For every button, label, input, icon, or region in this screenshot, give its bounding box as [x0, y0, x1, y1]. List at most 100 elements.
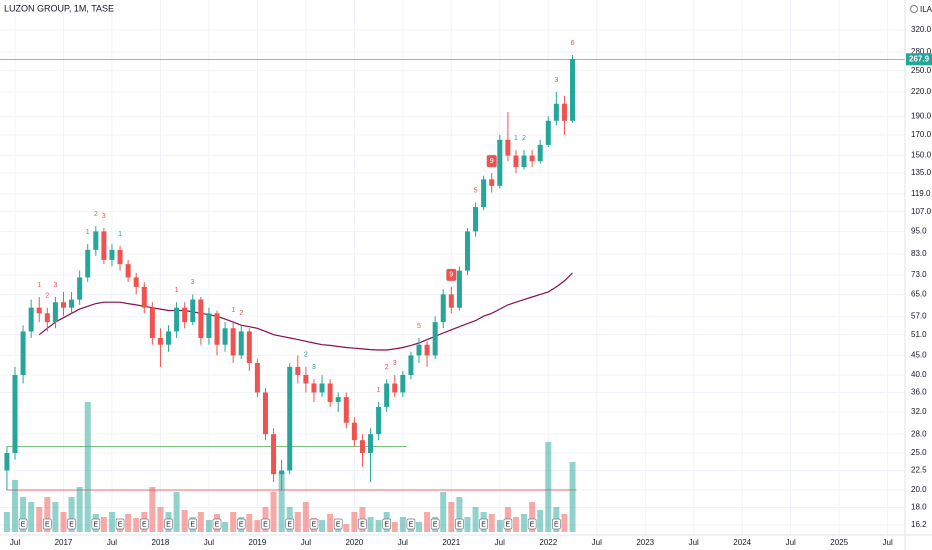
candle-body	[36, 307, 42, 314]
candle-body	[287, 366, 293, 471]
volume-bar	[270, 492, 277, 532]
candle-body	[93, 231, 99, 250]
volume-bar	[561, 514, 568, 532]
candle-body	[489, 179, 495, 186]
annotation-box	[486, 155, 497, 168]
volume-bar	[173, 492, 180, 532]
candle-body	[295, 366, 301, 375]
volume-bar	[456, 497, 463, 532]
earnings-marker	[455, 518, 464, 530]
volume-bar	[246, 514, 253, 532]
annotation: 3	[554, 77, 558, 84]
earnings-label: E	[45, 521, 50, 528]
x-tick-label: 2024	[733, 538, 751, 547]
candle-body	[473, 207, 479, 232]
annotation: 5	[474, 187, 478, 194]
annotation: 6	[571, 40, 575, 47]
volume-bar	[521, 514, 528, 532]
candle-body	[60, 302, 66, 308]
x-tick-label: Jul	[786, 538, 796, 547]
earnings-marker	[503, 518, 513, 530]
candle-body	[384, 383, 390, 407]
earnings-label: E	[312, 521, 317, 528]
annotation: 3	[191, 279, 195, 286]
candle-body	[513, 155, 519, 168]
earnings-label: E	[336, 521, 341, 528]
search-icon[interactable]	[910, 5, 918, 13]
annotation: 1	[231, 307, 235, 314]
candle-body	[408, 355, 414, 375]
volume-bar	[367, 517, 374, 532]
volume-bar	[496, 520, 503, 532]
volume-bar	[181, 510, 188, 532]
earnings-label: E	[166, 521, 171, 528]
candle-body	[279, 470, 285, 475]
earnings-label: E	[215, 521, 220, 528]
y-tick-label: 320.0	[911, 25, 932, 34]
price-box	[906, 53, 932, 66]
x-tick-label: 2022	[539, 538, 557, 547]
candle-body	[359, 440, 365, 453]
candle-body	[521, 155, 527, 168]
earnings-label: E	[287, 521, 292, 528]
volume-bar	[529, 502, 536, 532]
volume-bar	[416, 522, 422, 532]
candle-body	[481, 179, 487, 208]
x-tick-label: Jul	[592, 538, 602, 547]
earnings-marker	[430, 518, 440, 530]
candle-body	[424, 344, 430, 356]
candle-body	[537, 144, 543, 162]
earnings-marker	[406, 518, 416, 530]
volume-bar	[424, 512, 431, 532]
candle-body	[351, 422, 357, 441]
volume-bar	[537, 510, 544, 532]
volume-bar	[3, 512, 10, 532]
earnings-label: E	[433, 521, 438, 528]
volume-bar	[512, 517, 519, 532]
earnings-marker	[261, 518, 270, 530]
x-tick-label: 2023	[636, 538, 654, 547]
candle-body	[343, 397, 349, 423]
volume-bar	[20, 497, 27, 532]
candle-body	[497, 139, 503, 186]
y-tick-label: 83.0	[911, 249, 927, 258]
annotation-box	[446, 268, 457, 281]
annotation: 5	[417, 323, 421, 330]
x-tick-label: 2021	[442, 538, 460, 547]
y-tick-label: 25.0	[911, 448, 927, 457]
volume-bar	[278, 472, 285, 532]
y-tick-label: 135.0	[911, 168, 932, 177]
candle-body	[109, 249, 115, 260]
earnings-marker	[236, 518, 246, 530]
candle-body	[149, 307, 155, 338]
volume-bar	[44, 497, 51, 532]
annotation: 1	[37, 282, 41, 289]
volume-bar	[343, 524, 350, 532]
earnings-marker	[18, 518, 28, 530]
candle-body	[311, 383, 317, 393]
y-tick-label: 28.0	[911, 429, 927, 438]
candle-body	[182, 307, 188, 323]
y-tick-label: 32.0	[911, 407, 927, 416]
candle-body	[206, 313, 212, 338]
candle-body	[214, 313, 220, 345]
y-tick-label: 95.0	[911, 227, 927, 236]
annotation: 1	[118, 231, 122, 238]
candle-body	[222, 328, 228, 345]
candle-body	[400, 374, 406, 393]
candle-body	[238, 331, 244, 356]
volume-bar	[399, 517, 406, 532]
volume-bar	[222, 522, 229, 532]
y-tick-label: 73.0	[911, 270, 927, 279]
earnings-label: E	[530, 521, 535, 528]
y-tick-label: 107.0	[911, 207, 932, 216]
candle-body	[52, 302, 58, 323]
volume-bar	[327, 514, 334, 532]
y-tick-label: 65.0	[911, 289, 927, 298]
earnings-marker	[115, 518, 125, 530]
candle-body	[230, 328, 236, 356]
x-tick-label: Jul	[883, 538, 893, 547]
x-tick-label: Jul	[107, 538, 117, 547]
